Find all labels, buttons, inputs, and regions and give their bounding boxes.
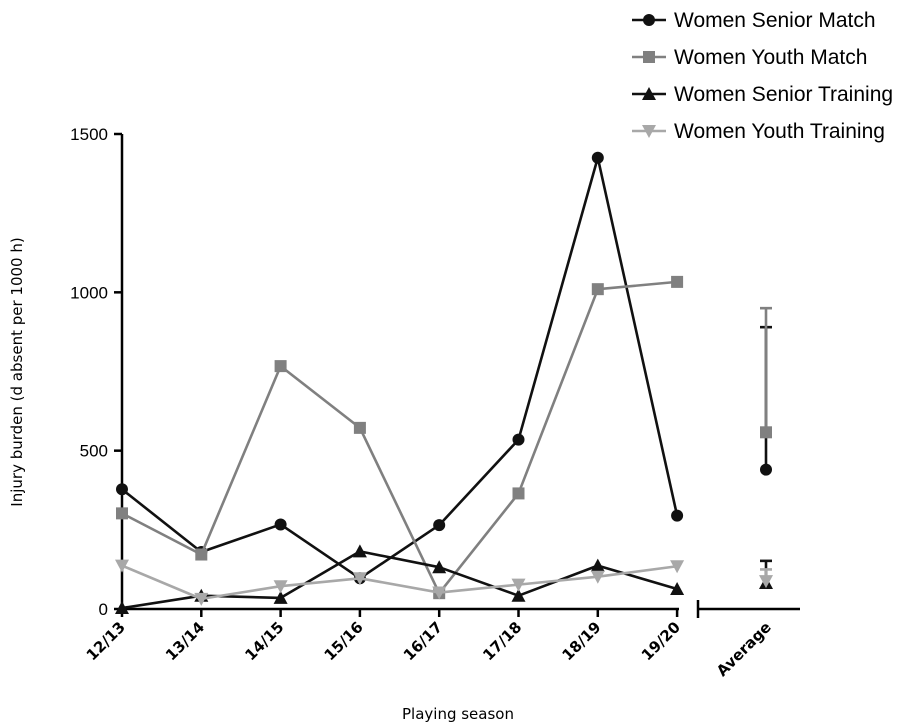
x-tick-label: 17/18 xyxy=(479,618,525,664)
average-point xyxy=(760,426,772,439)
data-point xyxy=(116,507,128,520)
data-point xyxy=(432,560,447,574)
y-tick-label: 500 xyxy=(80,442,108,461)
x-tick-label: 16/17 xyxy=(400,618,446,664)
plot-area xyxy=(115,151,773,615)
data-point xyxy=(670,582,685,596)
data-point xyxy=(511,578,526,592)
data-point xyxy=(273,590,288,604)
y-axis: 0 500 1000 1500 xyxy=(70,125,124,619)
x-tick-label: 15/16 xyxy=(321,618,367,664)
data-point xyxy=(115,601,129,615)
legend-marker xyxy=(643,51,655,63)
y-axis-title: Injury burden (d absent per 1000 h) xyxy=(8,237,26,506)
series-line xyxy=(121,564,678,601)
data-point xyxy=(433,519,446,532)
x-axis: 12/13 13/14 14/15 15/16 16/17 17/18 18/19 19/20… xyxy=(83,600,800,680)
data-point xyxy=(353,421,366,434)
data-point xyxy=(195,548,208,561)
average-point xyxy=(760,463,772,476)
data-point xyxy=(511,588,526,602)
data-point xyxy=(274,360,287,373)
series-line xyxy=(121,156,679,580)
x-tick-label: 19/20 xyxy=(638,618,684,664)
data-point xyxy=(590,570,605,584)
legend-marker xyxy=(643,14,655,26)
data-point xyxy=(591,283,604,296)
x-tick-label: 13/14 xyxy=(162,618,208,664)
x-tick-label-average: Average xyxy=(713,618,775,680)
legend-label: Women Senior Training xyxy=(674,83,893,106)
data-point xyxy=(591,151,604,164)
data-point xyxy=(670,560,685,574)
legend-label: Women Senior Match xyxy=(674,9,876,32)
data-point xyxy=(512,487,525,500)
data-point xyxy=(194,592,209,606)
legend-marker xyxy=(642,125,656,138)
x-tick-label: 18/19 xyxy=(559,618,605,664)
data-point xyxy=(115,559,129,573)
series-line xyxy=(121,280,678,595)
data-point xyxy=(512,433,525,446)
data-point xyxy=(671,275,684,288)
data-point xyxy=(116,483,128,496)
x-tick-label: 14/15 xyxy=(241,618,287,664)
legend-marker xyxy=(642,87,656,100)
data-point xyxy=(671,509,684,522)
data-point xyxy=(590,558,605,572)
legend: Women Senior Match Women Youth Match Women… xyxy=(632,9,893,143)
data-point xyxy=(432,586,447,600)
average-point xyxy=(759,575,773,589)
y-tick-label: 1000 xyxy=(70,283,108,302)
data-point xyxy=(352,544,367,558)
data-point xyxy=(274,518,287,531)
y-tick-label: 1500 xyxy=(70,125,108,144)
legend-label: Women Youth Match xyxy=(674,46,867,69)
x-tick-label: 12/13 xyxy=(83,618,129,664)
data-point xyxy=(352,572,367,586)
data-point xyxy=(273,580,288,594)
x-axis-title: Playing season xyxy=(402,705,514,723)
legend-label: Women Youth Training xyxy=(674,120,885,143)
y-tick-label: 0 xyxy=(99,600,108,619)
